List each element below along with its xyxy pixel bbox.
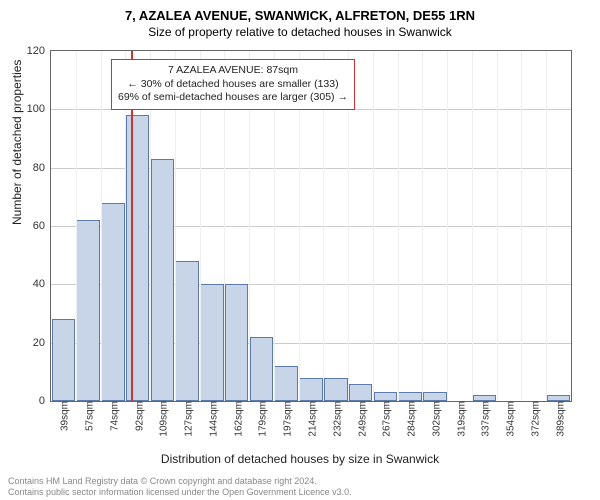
histogram-bar (349, 384, 373, 402)
grid-line (472, 51, 473, 401)
histogram-bar (374, 392, 398, 401)
x-tick-label: 389sqm (551, 401, 566, 437)
grid-line (521, 51, 522, 401)
histogram-bar (324, 378, 348, 401)
x-tick-label: 372sqm (526, 401, 541, 437)
x-tick-label: 232sqm (328, 401, 343, 437)
x-tick-label: 214sqm (304, 401, 319, 437)
histogram-bar (250, 337, 274, 401)
x-tick-label: 249sqm (353, 401, 368, 437)
footer-line-1: Contains HM Land Registry data © Crown c… (8, 476, 352, 487)
x-tick-label: 162sqm (229, 401, 244, 437)
x-tick-label: 337sqm (477, 401, 492, 437)
annotation-line: ← 30% of detached houses are smaller (13… (118, 78, 348, 92)
x-tick-label: 57sqm (81, 401, 96, 431)
grid-line (76, 51, 77, 401)
grid-line (497, 51, 498, 401)
x-tick-label: 319sqm (452, 401, 467, 437)
histogram-bar (175, 261, 199, 401)
x-tick-label: 302sqm (427, 401, 442, 437)
annotation-line: 7 AZALEA AVENUE: 87sqm (118, 64, 348, 78)
x-tick-label: 74sqm (105, 401, 120, 431)
chart-subtitle: Size of property relative to detached ho… (0, 25, 600, 39)
plot-area: 02040608010012039sqm57sqm74sqm92sqm109sq… (50, 50, 572, 402)
chart-title: 7, AZALEA AVENUE, SWANWICK, ALFRETON, DE… (0, 0, 600, 23)
annotation-line: 69% of semi-detached houses are larger (… (118, 91, 348, 105)
histogram-bar (423, 392, 447, 401)
histogram-bar (101, 203, 125, 401)
x-axis-label: Distribution of detached houses by size … (0, 452, 600, 466)
histogram-bar (151, 159, 175, 401)
y-axis-label: Number of detached properties (10, 60, 24, 225)
x-tick-label: 267sqm (378, 401, 393, 437)
annotation-box: 7 AZALEA AVENUE: 87sqm← 30% of detached … (111, 59, 355, 110)
x-tick-label: 39sqm (56, 401, 71, 431)
x-tick-label: 197sqm (279, 401, 294, 437)
x-tick-label: 284sqm (403, 401, 418, 437)
y-tick-label: 40 (15, 278, 51, 290)
footer-attribution: Contains HM Land Registry data © Crown c… (8, 476, 352, 498)
x-tick-label: 109sqm (155, 401, 170, 437)
x-tick-label: 354sqm (502, 401, 517, 437)
x-tick-label: 92sqm (130, 401, 145, 431)
histogram-bar (225, 284, 249, 401)
histogram-bar (274, 366, 298, 401)
x-tick-label: 144sqm (204, 401, 219, 437)
y-tick-label: 80 (15, 162, 51, 174)
grid-line (373, 51, 374, 401)
footer-line-2: Contains public sector information licen… (8, 487, 352, 498)
y-tick-label: 120 (15, 45, 51, 57)
histogram-bar (299, 378, 323, 401)
x-tick-label: 179sqm (254, 401, 269, 437)
y-tick-label: 0 (15, 395, 51, 407)
x-tick-label: 127sqm (180, 401, 195, 437)
histogram-bar (126, 115, 150, 401)
y-tick-label: 20 (15, 337, 51, 349)
y-tick-label: 60 (15, 220, 51, 232)
grid-line (101, 51, 102, 401)
grid-line (447, 51, 448, 401)
grid-line (398, 51, 399, 401)
y-tick-label: 100 (15, 103, 51, 115)
histogram-bar (200, 284, 224, 401)
grid-line (546, 51, 547, 401)
histogram-bar (76, 220, 100, 401)
histogram-bar (52, 319, 76, 401)
grid-line (422, 51, 423, 401)
histogram-bar (398, 392, 422, 401)
